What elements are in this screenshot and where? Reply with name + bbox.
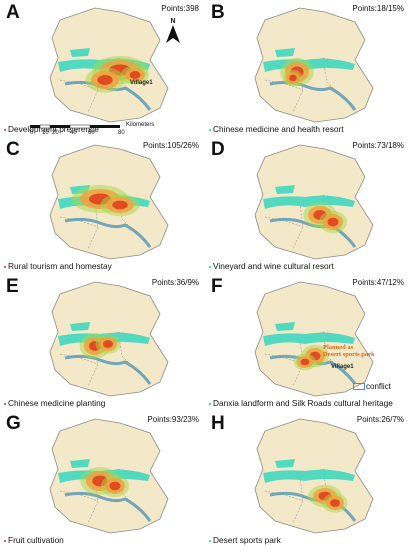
scale-tick-label: 10 [42,130,49,136]
mountain-zone [263,332,355,346]
map-panel-e: E Points:36/9% Chinese medicine planting [0,274,205,411]
panel-caption: Vineyard and wine cultural resort [209,261,334,271]
panel-letter: H [211,413,225,434]
north-arrow-icon [166,25,180,43]
caption-text: Chinese medicine planting [8,398,106,408]
scale-tick-label: 80 [118,130,125,136]
map-panel-g: G Points:93/23% Fruit cultivation [0,411,205,548]
scale-bar [30,124,130,132]
points-count: Points:47/12% [352,278,404,287]
mountain-zone [263,195,355,209]
bullet-icon [4,265,6,268]
bullet-icon [4,539,6,542]
scale-unit: Kilometers [126,122,155,128]
region-map [254,281,374,397]
mountain-zone [275,185,295,194]
caption-text: Danxia landform and Silk Roads cultural … [213,398,393,408]
bullet-icon [209,539,211,542]
caption-text: Development preference [8,124,99,134]
mountain-zone [70,322,90,331]
region-map [254,7,374,123]
map-panel-d: D Points:73/18% Vineyard and wine cultural… [205,137,410,274]
village-label: Village1 [130,80,153,86]
panel-letter: A [6,2,20,23]
caption-text: Desert sports park [213,535,281,545]
points-count: Points:105/26% [142,141,199,150]
panel-caption: Desert sports park [209,535,281,545]
scale-tick-label: 0 [30,130,34,136]
region-map [49,281,169,397]
mountain-zone [70,48,90,57]
region-map [49,418,169,534]
hotspot-core [103,340,113,348]
river [64,354,152,385]
points-count: Points:18/15% [352,4,404,13]
map-panel-c: C Points:105/26% Rural tourism and homesta… [0,137,205,274]
bullet-icon [209,128,211,131]
region-map [254,144,374,260]
mountain-zone [275,459,295,468]
panel-letter: E [6,276,19,297]
panel-letter: C [6,139,20,160]
conflict-swatch [353,383,365,391]
map-panel-h: H Points:26/7% Desert sports park [205,411,410,548]
panel-letter: F [211,276,223,297]
panel-caption: Rural tourism and homestay [4,261,112,271]
hotspot-core [112,200,128,210]
map-panel-f: F Points:47/12% Danxia landform and Silk R… [205,274,410,411]
caption-text: Rural tourism and homestay [8,261,112,271]
river [64,217,152,248]
scale-tick-label: 60 [88,130,95,136]
scale-tick-label: 20 [52,130,59,136]
north-label: N [170,18,176,25]
north-arrow: N [166,18,180,45]
panel-letter: G [6,413,21,434]
points-count: Points:93/23% [147,415,199,424]
village-label: Village1 [331,364,354,370]
region-map [254,418,374,534]
conflict-legend: conflict [353,382,391,391]
hotspot-core [129,71,141,79]
map-panel-b: B Points:18/15% Chinese medicine and healt… [205,0,410,137]
panel-caption: Chinese medicine planting [4,398,105,408]
river [64,491,152,522]
mountain-zone [263,469,355,483]
points-count: Points:398 [161,4,199,13]
scale-bar-graphic [30,124,120,129]
caption-text: Chinese medicine and health resort [213,124,344,134]
caption-text: Vineyard and wine cultural resort [213,261,334,271]
region-map [49,7,169,123]
planned-label: Planned as Desert sports park [323,344,375,358]
points-count: Points:36/9% [151,278,199,287]
panel-caption: Chinese medicine and health resort [209,124,344,134]
hotspot-core [97,75,113,85]
bullet-icon [4,128,6,131]
region-map [49,144,169,260]
hotspot-core [109,481,121,491]
bullet-icon [4,402,6,405]
conflict-label: conflict [366,382,391,391]
mountain-zone [70,459,90,468]
caption-text: Fruit cultivation [8,535,64,545]
planned-label-line: Planned as [323,344,354,351]
bullet-icon [209,402,211,405]
hotspot-core [330,499,340,507]
bullet-icon [209,265,211,268]
hotspot-core [289,74,297,82]
hotspot-core [327,217,339,227]
scale-tick-label: 40 [70,130,77,136]
mountain-zone [275,322,295,331]
panel-caption: Development preference [4,124,99,134]
panel-caption: Fruit cultivation [4,535,64,545]
planned-label-line: Desert sports park [323,351,375,358]
panel-letter: B [211,2,225,23]
panel-caption: Danxia landform and Silk Roads cultural … [209,398,393,408]
hotspot-core [300,358,310,366]
points-count: Points:26/7% [356,415,404,424]
points-count: Points:73/18% [352,141,404,150]
map-panel-a: A Points:398 Development preference N Villag… [0,0,205,137]
mountain-zone [275,48,295,57]
panel-letter: D [211,139,225,160]
